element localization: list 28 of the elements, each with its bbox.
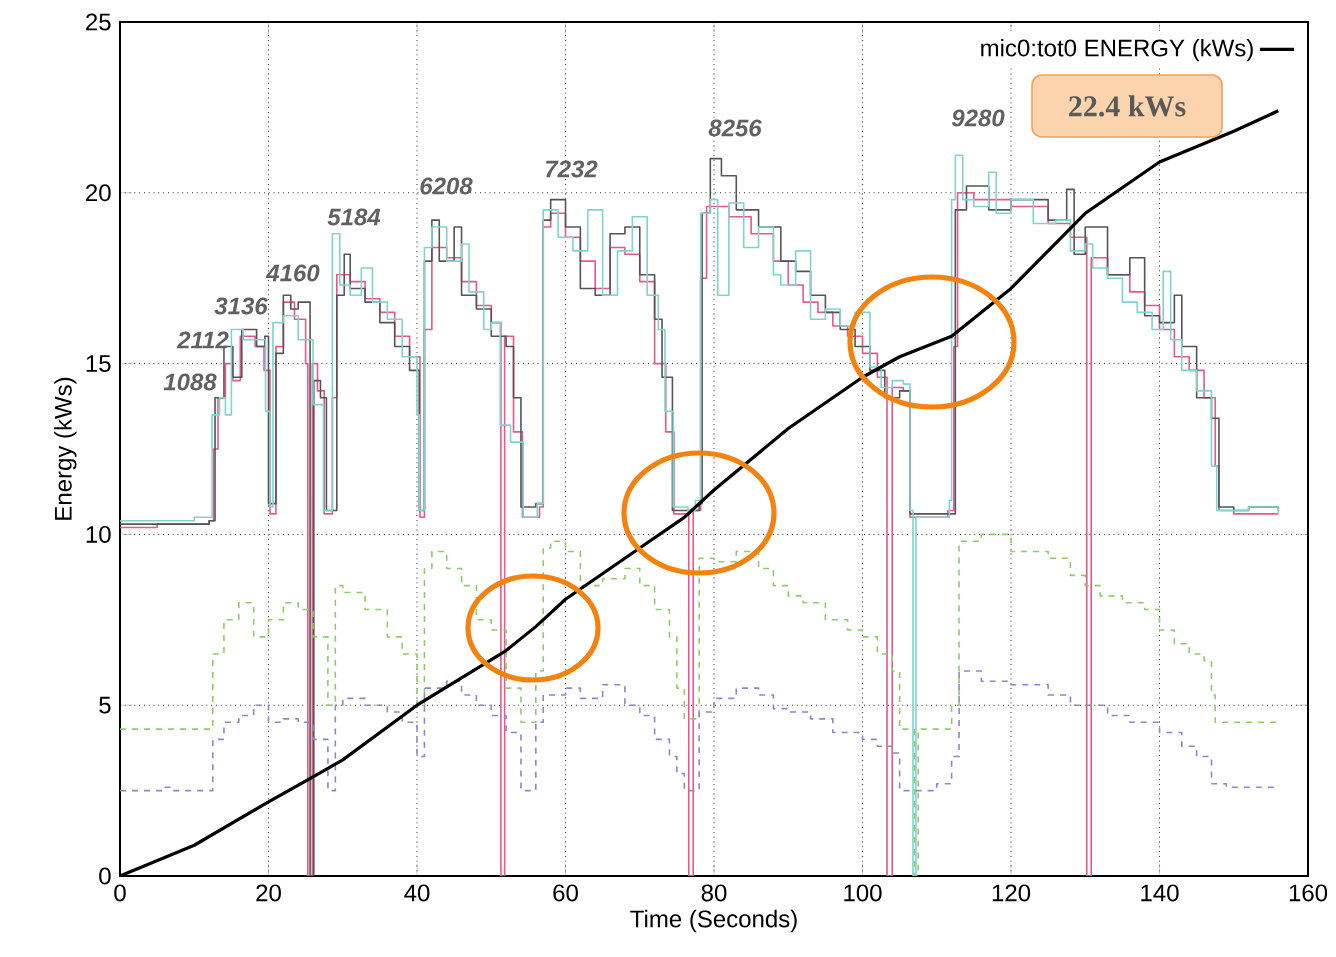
annotation: 1088 <box>163 373 217 391</box>
x-tick-label: 120 <box>992 884 1031 902</box>
annotation: 5184 <box>327 208 381 226</box>
annotation: 6208 <box>420 177 473 195</box>
annotation: 22.4 kWs <box>1069 95 1186 117</box>
x-tick-label: 80 <box>701 884 727 902</box>
annotation: 7232 <box>545 160 598 178</box>
annotation: 2112 <box>176 331 229 349</box>
y-tick-label: 15 <box>86 355 111 372</box>
legend-label: mic0:tot0 ENERGY (kWs) <box>981 38 1253 62</box>
x-tick-label: 160 <box>1289 884 1328 902</box>
annotation: 4160 <box>265 264 320 282</box>
y-tick-label: 10 <box>86 525 111 543</box>
x-tick-label: 140 <box>1141 884 1179 902</box>
x-tick-label: 60 <box>553 884 578 902</box>
annotation: 3136 <box>214 297 268 315</box>
y-tick-label: 20 <box>86 184 111 202</box>
x-axis-title: Time (Seconds) <box>630 909 797 933</box>
x-tick-label: 0 <box>114 884 126 902</box>
x-tick-label: 40 <box>404 884 430 902</box>
x-tick-label: 100 <box>844 884 882 902</box>
y-tick-label: 25 <box>86 13 111 31</box>
y-axis-title: Energy (kWs) <box>54 377 77 520</box>
annotation: 8256 <box>708 119 762 137</box>
y-tick-label: 5 <box>99 696 111 714</box>
x-tick-label: 20 <box>256 884 281 902</box>
annotation: 9280 <box>951 109 1005 127</box>
y-tick-label: 0 <box>99 867 111 885</box>
